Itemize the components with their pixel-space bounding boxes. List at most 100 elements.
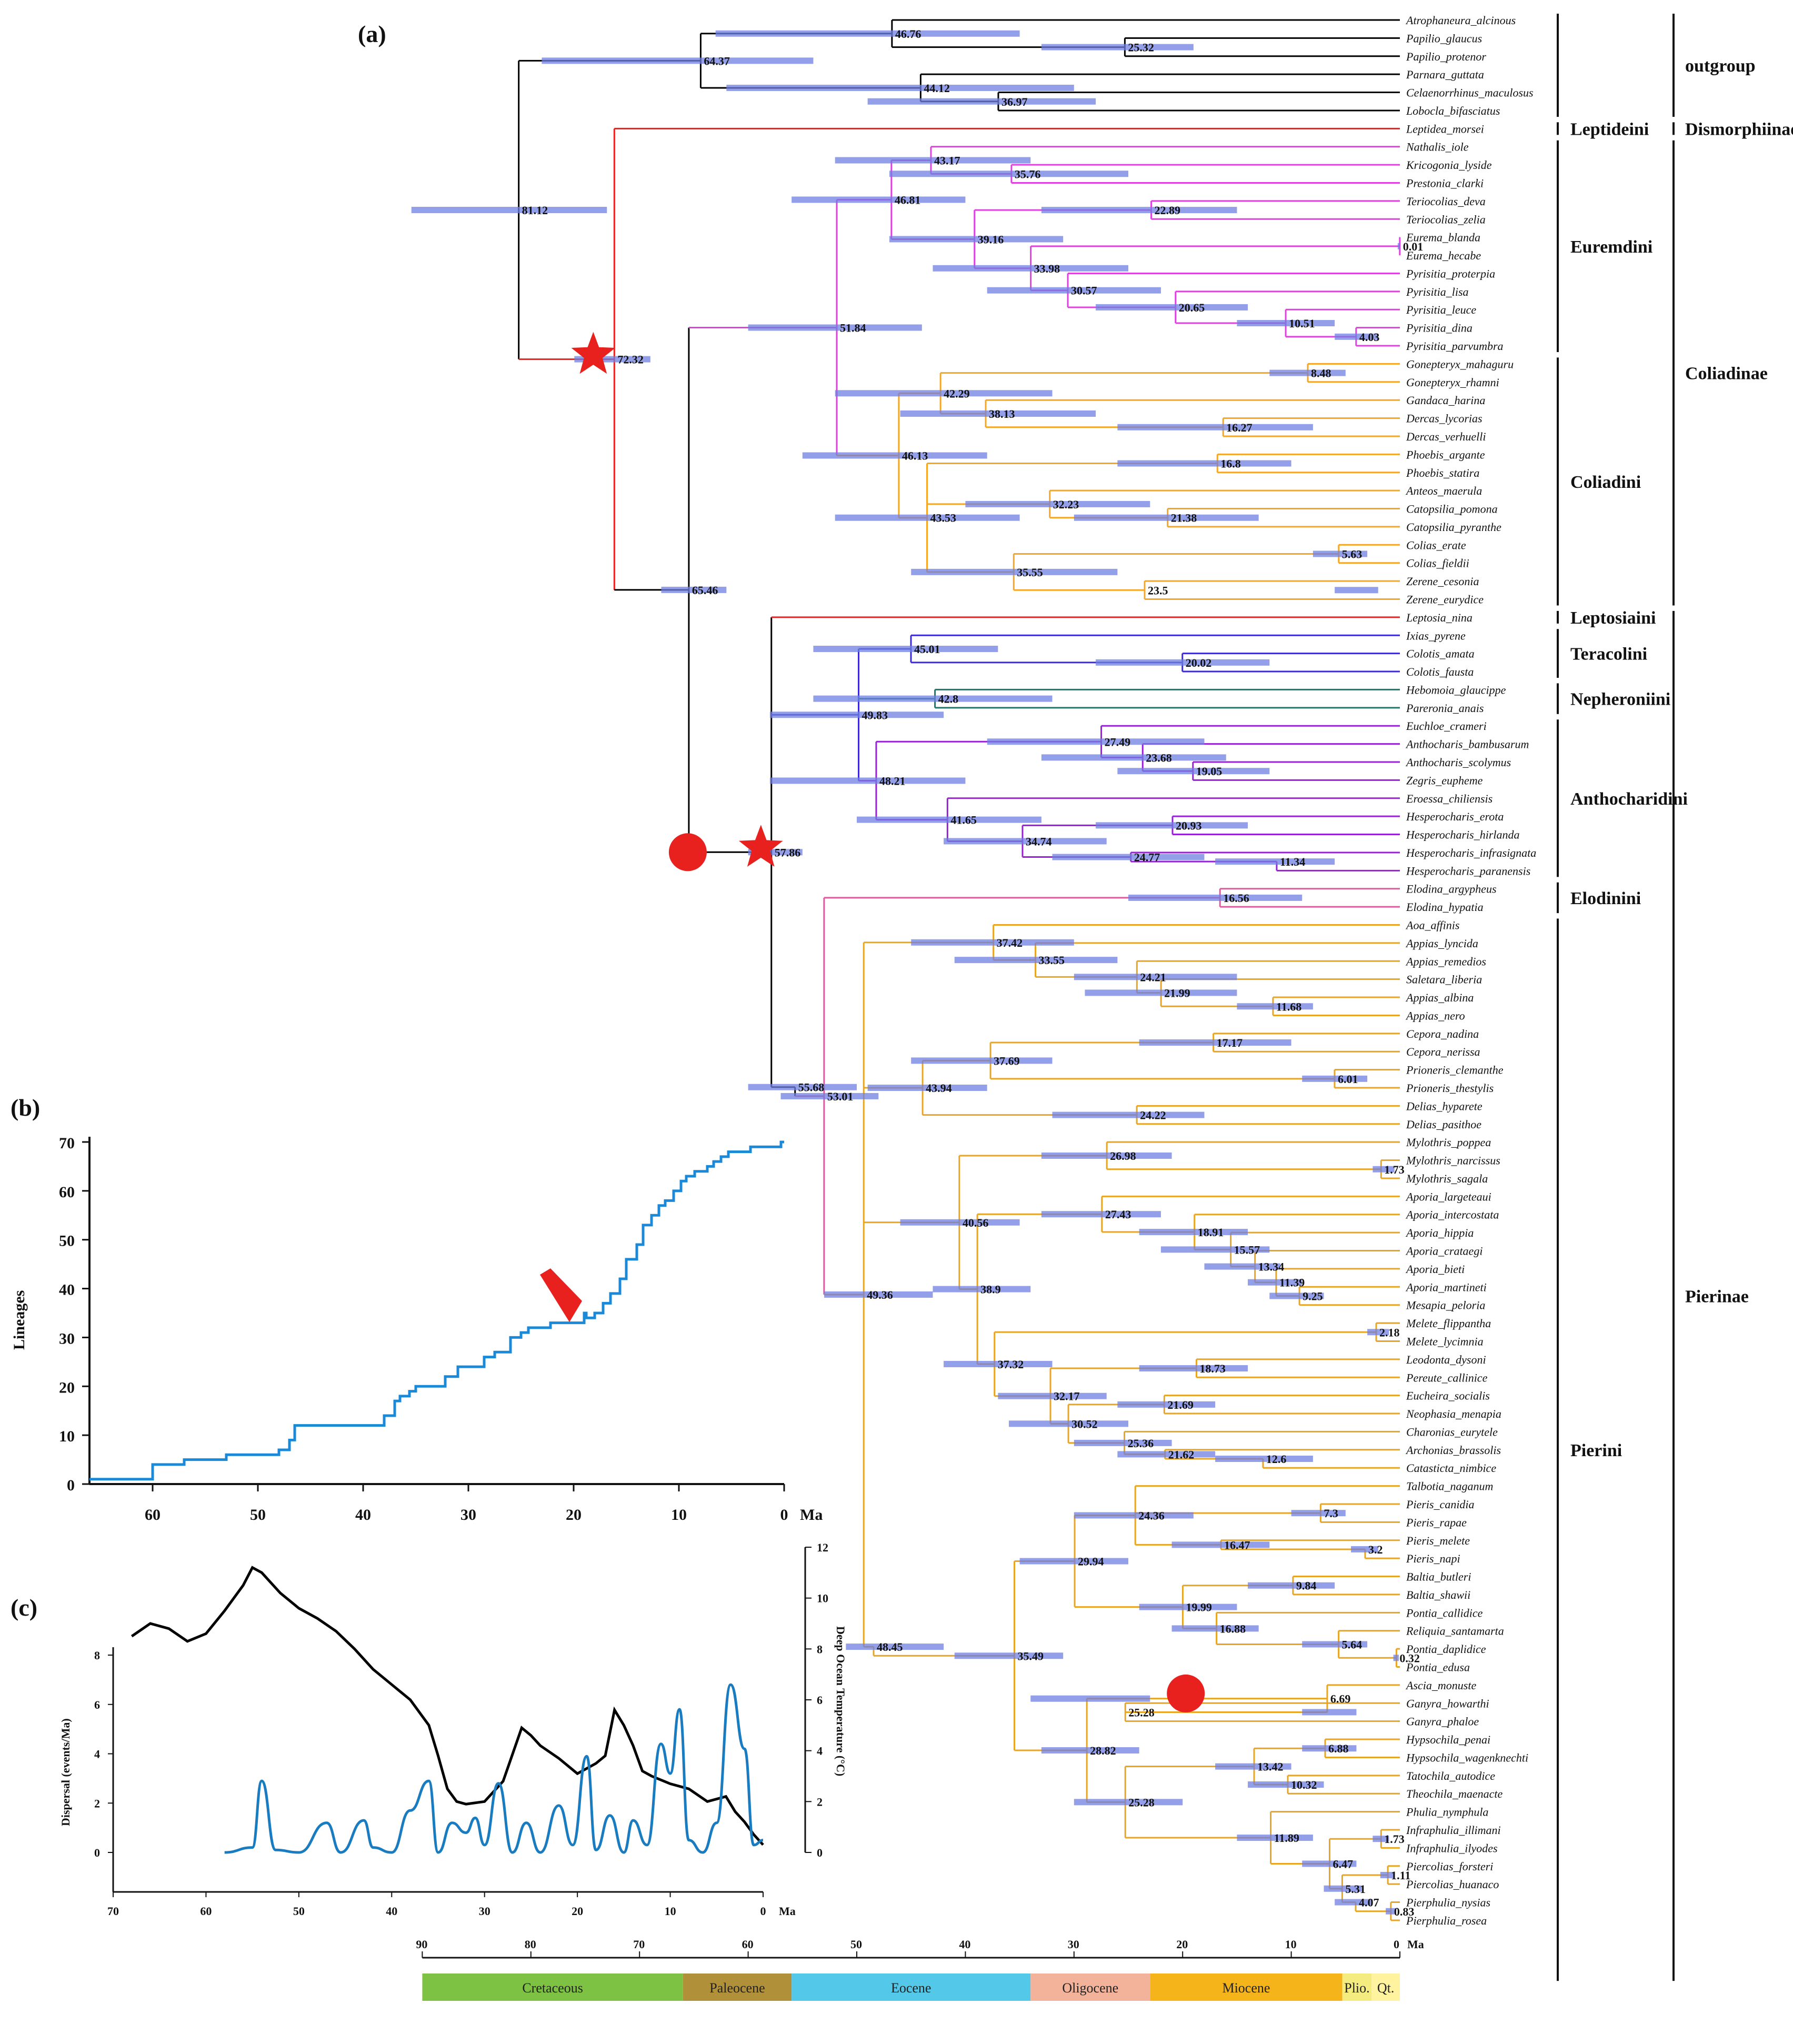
hpd-bar bbox=[1302, 1709, 1357, 1716]
node-age-label: 28.82 bbox=[1090, 1744, 1116, 1757]
hpd-bar bbox=[1351, 1546, 1378, 1552]
node-age-label: 18.91 bbox=[1198, 1226, 1224, 1239]
tip-label: Pieris_napi bbox=[1406, 1552, 1460, 1565]
tip-label: Mylothris_sagala bbox=[1406, 1172, 1488, 1185]
tip-label: Pieris_canidia bbox=[1406, 1498, 1475, 1511]
tip-label: Ascia_monuste bbox=[1405, 1679, 1476, 1692]
node-age-label: 4.03 bbox=[1359, 330, 1380, 344]
tip-label: Theochila_maenacte bbox=[1406, 1787, 1503, 1800]
tip-label: Mylothris_narcissus bbox=[1406, 1154, 1500, 1167]
tip-label: Tatochila_autodice bbox=[1406, 1769, 1495, 1782]
right-tick-label: 0 bbox=[817, 1846, 823, 1859]
subfamily-label: outgroup bbox=[1685, 56, 1756, 76]
star-marker bbox=[571, 332, 616, 374]
hpd-bar bbox=[1139, 1604, 1237, 1610]
phylogeny-panel: 81.12 64.37 46.76 25.32 44.12 36.97 72.32 65.46… bbox=[358, 14, 1793, 1981]
tip-label: Melete_lycimnia bbox=[1406, 1335, 1484, 1348]
node-age-label: 19.99 bbox=[1186, 1601, 1212, 1614]
bottom-tick-label: 10 bbox=[665, 1905, 676, 1918]
timescale-tick-label: 80 bbox=[525, 1938, 536, 1951]
left-tick-label: 6 bbox=[94, 1698, 100, 1711]
hpd-bar bbox=[1030, 1695, 1150, 1702]
node-age-label: 81.12 bbox=[522, 204, 548, 217]
bottom-tick-label: 0 bbox=[760, 1905, 766, 1918]
tip-label: Pyrisitia_proterpia bbox=[1406, 267, 1495, 280]
node-age-label: 9.25 bbox=[1303, 1289, 1323, 1302]
tip-label: Teriocolias_deva bbox=[1406, 195, 1486, 208]
tip-label: Dercas_verhuelli bbox=[1406, 430, 1486, 443]
hpd-bar bbox=[1008, 1420, 1128, 1427]
tribe-label: Euremdini bbox=[1570, 237, 1652, 257]
node-age-label: 21.62 bbox=[1168, 1448, 1195, 1461]
hpd-bar bbox=[1397, 243, 1400, 249]
node-age-label: 57.86 bbox=[775, 846, 801, 859]
tip-label: Neophasia_menapia bbox=[1406, 1407, 1501, 1420]
tip-label: Appias_albina bbox=[1405, 991, 1474, 1004]
y-tick-label: 50 bbox=[59, 1233, 75, 1250]
hpd-bar bbox=[933, 1286, 1031, 1292]
tip-label: Nathalis_iole bbox=[1406, 141, 1469, 154]
tip-label: Celaenorrhinus_maculosus bbox=[1406, 86, 1534, 99]
hpd-bar bbox=[900, 410, 1096, 417]
bottom-tick-label: 60 bbox=[200, 1905, 212, 1918]
node-age-label: 18.73 bbox=[1199, 1362, 1226, 1375]
hpd-bar bbox=[824, 1291, 933, 1298]
hpd-bar bbox=[1215, 1456, 1313, 1462]
hpd-bar bbox=[835, 514, 1020, 521]
hpd-bar bbox=[769, 777, 966, 784]
hpd-bar bbox=[911, 939, 1074, 946]
y-tick-label: 0 bbox=[67, 1477, 75, 1494]
temperature-line bbox=[131, 1566, 764, 1846]
hpd-bar bbox=[1373, 1166, 1395, 1173]
tip-label: Zerene_eurydice bbox=[1406, 593, 1484, 606]
node-age-label: 42.8 bbox=[938, 693, 959, 706]
node-age-label: 15.57 bbox=[1234, 1243, 1260, 1256]
node-age-label: 48.21 bbox=[879, 774, 906, 787]
subfamily-label: Coliadinae bbox=[1685, 364, 1768, 384]
tip-label: Leodonta_dysoni bbox=[1406, 1353, 1486, 1366]
node-age-label: 24.21 bbox=[1140, 970, 1166, 984]
tribe-label: Pierini bbox=[1570, 1441, 1622, 1460]
node-age-label: 43.53 bbox=[930, 512, 957, 525]
node-age-label: 5.31 bbox=[1345, 1882, 1366, 1896]
node-age-label: 24.36 bbox=[1138, 1509, 1165, 1522]
tribe-label: Leptideini bbox=[1570, 119, 1649, 139]
left-axis-label: Dispersal (events/Ma) bbox=[59, 1718, 72, 1826]
node-age-label: 13.42 bbox=[1257, 1760, 1284, 1774]
hpd-bar bbox=[900, 1219, 1020, 1226]
hpd-bar bbox=[726, 84, 1074, 91]
hpd-bar bbox=[1041, 1211, 1161, 1218]
tip-label: Mylothris_poppea bbox=[1406, 1136, 1491, 1149]
tip-label: Kricogonia_lyside bbox=[1406, 158, 1492, 172]
hpd-bar bbox=[1139, 1229, 1248, 1236]
node-age-label: 21.99 bbox=[1164, 986, 1190, 999]
y-tick-label: 20 bbox=[59, 1379, 75, 1396]
hpd-bar bbox=[1041, 754, 1226, 761]
tip-label: Archonias_brassolis bbox=[1405, 1444, 1501, 1457]
timescale-tick-label: 50 bbox=[850, 1938, 862, 1951]
hpd-bar bbox=[1117, 1451, 1216, 1458]
timescale-unit: Ma bbox=[1407, 1938, 1424, 1951]
epoch-band bbox=[1150, 1973, 1343, 2001]
hpd-bar bbox=[1052, 854, 1205, 860]
hpd-bar bbox=[1335, 587, 1378, 594]
node-age-label: 23.5 bbox=[1148, 584, 1168, 597]
node-age-label: 53.01 bbox=[827, 1090, 854, 1103]
hpd-bar bbox=[1171, 1541, 1270, 1548]
hpd-bar bbox=[1373, 1836, 1389, 1842]
bottom-tick-label: 40 bbox=[386, 1905, 397, 1918]
epoch-band bbox=[792, 1973, 1031, 2001]
node-age-label: 51.84 bbox=[840, 321, 866, 334]
hpd-bar bbox=[1269, 1292, 1324, 1299]
tip-label: Pereute_callinice bbox=[1406, 1371, 1488, 1384]
tip-label: Pyrisitia_parvumbra bbox=[1406, 339, 1504, 353]
hpd-bar bbox=[1237, 1835, 1313, 1841]
tip-label: Pieris_rapae bbox=[1406, 1516, 1467, 1529]
node-age-label: 30.52 bbox=[1071, 1417, 1098, 1430]
tip-label: Cepora_nadina bbox=[1406, 1027, 1479, 1040]
hpd-bar bbox=[1215, 858, 1335, 865]
tip-label: Zegris_eupheme bbox=[1406, 774, 1483, 787]
tip-label: Ganyra_phaloe bbox=[1406, 1715, 1479, 1728]
tree-annotations bbox=[571, 332, 1205, 1712]
